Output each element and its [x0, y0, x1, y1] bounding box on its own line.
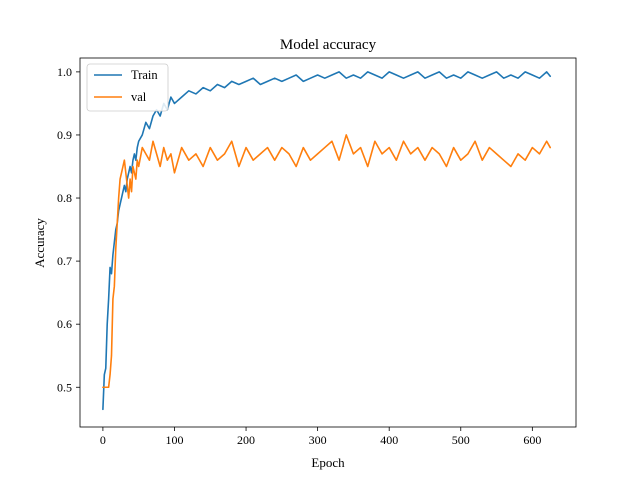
y-tick-label: 0.8 [57, 191, 72, 205]
x-tick-label: 0 [100, 433, 106, 447]
x-tick-label: 600 [523, 433, 541, 447]
legend: Train val [86, 63, 169, 112]
x-tick-label: 500 [452, 433, 470, 447]
y-tick-label: 0.6 [57, 317, 72, 331]
legend-label-val: val [131, 90, 147, 104]
y-axis-label: Accuracy [32, 218, 47, 268]
plot-area [79, 57, 577, 428]
y-axis: 0.5 0.6 0.7 0.8 0.9 1.0 [57, 65, 80, 394]
series-line-val [102, 134, 552, 389]
x-tick-label: 100 [165, 433, 183, 447]
series-layer [102, 71, 552, 411]
x-tick-label: 400 [380, 433, 398, 447]
chart-title: Model accuracy [280, 37, 377, 53]
x-axis: 0 100 200 300 400 500 600 [100, 427, 541, 447]
series-line-train [102, 71, 552, 411]
y-tick-label: 0.5 [57, 380, 72, 394]
x-axis-label: Epoch [311, 455, 345, 470]
y-tick-label: 1.0 [57, 65, 72, 79]
plot-frame [79, 57, 577, 428]
x-tick-label: 300 [309, 433, 327, 447]
y-tick-label: 0.9 [57, 128, 72, 142]
y-tick-label: 0.7 [57, 254, 72, 268]
legend-label-train: Train [131, 68, 158, 82]
x-tick-label: 200 [237, 433, 255, 447]
